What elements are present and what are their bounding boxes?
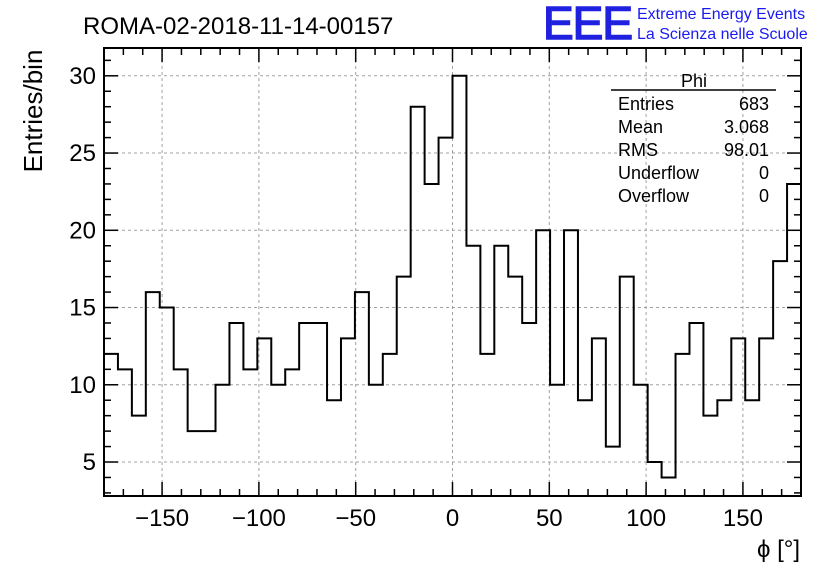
histogram-bin xyxy=(494,246,508,496)
x-tick-labels: −150 −100 −50 0 50 100 150 xyxy=(135,505,763,532)
histogram-bin xyxy=(146,292,160,496)
y-tick-label: 15 xyxy=(69,295,96,322)
histogram-bin xyxy=(132,416,146,496)
logo-subtitle-line1: Extreme Energy Events xyxy=(637,6,806,23)
histogram-bin xyxy=(202,431,216,496)
histogram-bin xyxy=(550,385,564,496)
histogram-bin xyxy=(648,462,662,496)
y-tick-label: 20 xyxy=(69,217,96,244)
x-tick-label: −50 xyxy=(335,505,376,532)
histogram-bin xyxy=(662,477,676,496)
stats-box: Phi Entries 683 Mean 3.068 RMS 98.01 Underflow… xyxy=(611,71,776,206)
histogram-bin xyxy=(480,354,494,496)
eee-logo-mark: EEE xyxy=(542,0,634,50)
histogram-bin xyxy=(160,308,174,496)
histogram-bin xyxy=(606,447,620,496)
histogram-bin xyxy=(216,385,230,496)
x-tick-label: 100 xyxy=(626,505,666,532)
eee-logo: EEE Extreme Energy Events La Scienza nel… xyxy=(542,0,833,50)
histogram-bin xyxy=(104,354,118,496)
histogram-bin xyxy=(383,354,397,496)
histogram-bin xyxy=(717,400,731,496)
histogram-bin xyxy=(257,338,271,496)
histogram-outline xyxy=(104,74,801,479)
histogram-bin xyxy=(676,354,690,496)
x-axis-label: ϕ [°] xyxy=(757,536,800,563)
stats-row-value: 3.068 xyxy=(724,117,769,137)
histogram-bin xyxy=(536,230,550,496)
stats-row-label: RMS xyxy=(618,140,658,160)
stats-row-value: 0 xyxy=(759,186,769,206)
stats-row-value: 98.01 xyxy=(724,140,769,160)
histogram-bin xyxy=(327,400,341,496)
histogram-bin xyxy=(703,416,717,496)
histogram-bin xyxy=(508,277,522,496)
x-tick-label: 50 xyxy=(536,505,563,532)
stats-row-value: 683 xyxy=(739,94,769,114)
histogram-bin xyxy=(285,369,299,496)
histogram-bin xyxy=(564,230,578,496)
histogram-bin xyxy=(773,261,787,496)
histogram-bin xyxy=(229,323,243,496)
histogram-bin xyxy=(299,323,313,496)
x-tick-label: −100 xyxy=(232,505,286,532)
histogram-bin xyxy=(453,76,467,496)
histogram-bin xyxy=(731,338,745,496)
histogram-bin xyxy=(188,431,202,496)
histogram-bin xyxy=(634,385,648,496)
y-tick-label: 25 xyxy=(69,140,96,167)
histogram-bin xyxy=(313,323,327,496)
histogram-bin xyxy=(592,338,606,496)
histogram-bin xyxy=(620,277,634,496)
histogram-bin xyxy=(174,369,188,496)
histogram-bin xyxy=(271,385,285,496)
y-tick-labels: 5 10 15 20 25 30 xyxy=(69,63,96,476)
histogram-bin xyxy=(243,369,257,496)
histogram-bin xyxy=(369,385,383,496)
histogram-bin xyxy=(425,184,439,496)
stats-row-label: Entries xyxy=(618,94,674,114)
histogram-bin xyxy=(355,292,369,496)
histogram-bin xyxy=(578,400,592,496)
x-tick-label: 0 xyxy=(446,505,459,532)
logo-subtitle-line2: La Scienza nelle Scuole xyxy=(637,26,808,43)
stats-rows: Entries 683 Mean 3.068 RMS 98.01 Underflow 0 Ove… xyxy=(618,94,769,206)
histogram-bin xyxy=(411,107,425,496)
y-tick-label: 10 xyxy=(69,372,96,399)
histogram-bin xyxy=(118,369,132,496)
axis-ticks xyxy=(103,48,802,496)
histogram-bin xyxy=(745,400,759,496)
y-tick-label: 30 xyxy=(69,63,96,90)
stats-row-value: 0 xyxy=(759,163,769,183)
histogram-bars xyxy=(104,74,801,496)
histogram-bin xyxy=(397,277,411,496)
y-tick-label: 5 xyxy=(83,449,96,476)
histogram-bin xyxy=(341,338,355,496)
histogram-bin xyxy=(466,246,480,496)
x-tick-label: 150 xyxy=(723,505,763,532)
y-axis-label: Entries/bin xyxy=(18,50,48,173)
histogram-bin xyxy=(439,138,453,496)
stats-row-label: Mean xyxy=(618,117,663,137)
x-tick-label: −150 xyxy=(135,505,189,532)
stats-title: Phi xyxy=(681,71,707,91)
stats-row-label: Overflow xyxy=(618,186,690,206)
histogram-bin xyxy=(689,323,703,496)
stats-row-label: Underflow xyxy=(618,163,700,183)
histogram-bin xyxy=(759,338,773,496)
histogram-bin xyxy=(522,323,536,496)
chart-title: ROMA-02-2018-11-14-00157 xyxy=(83,13,393,40)
